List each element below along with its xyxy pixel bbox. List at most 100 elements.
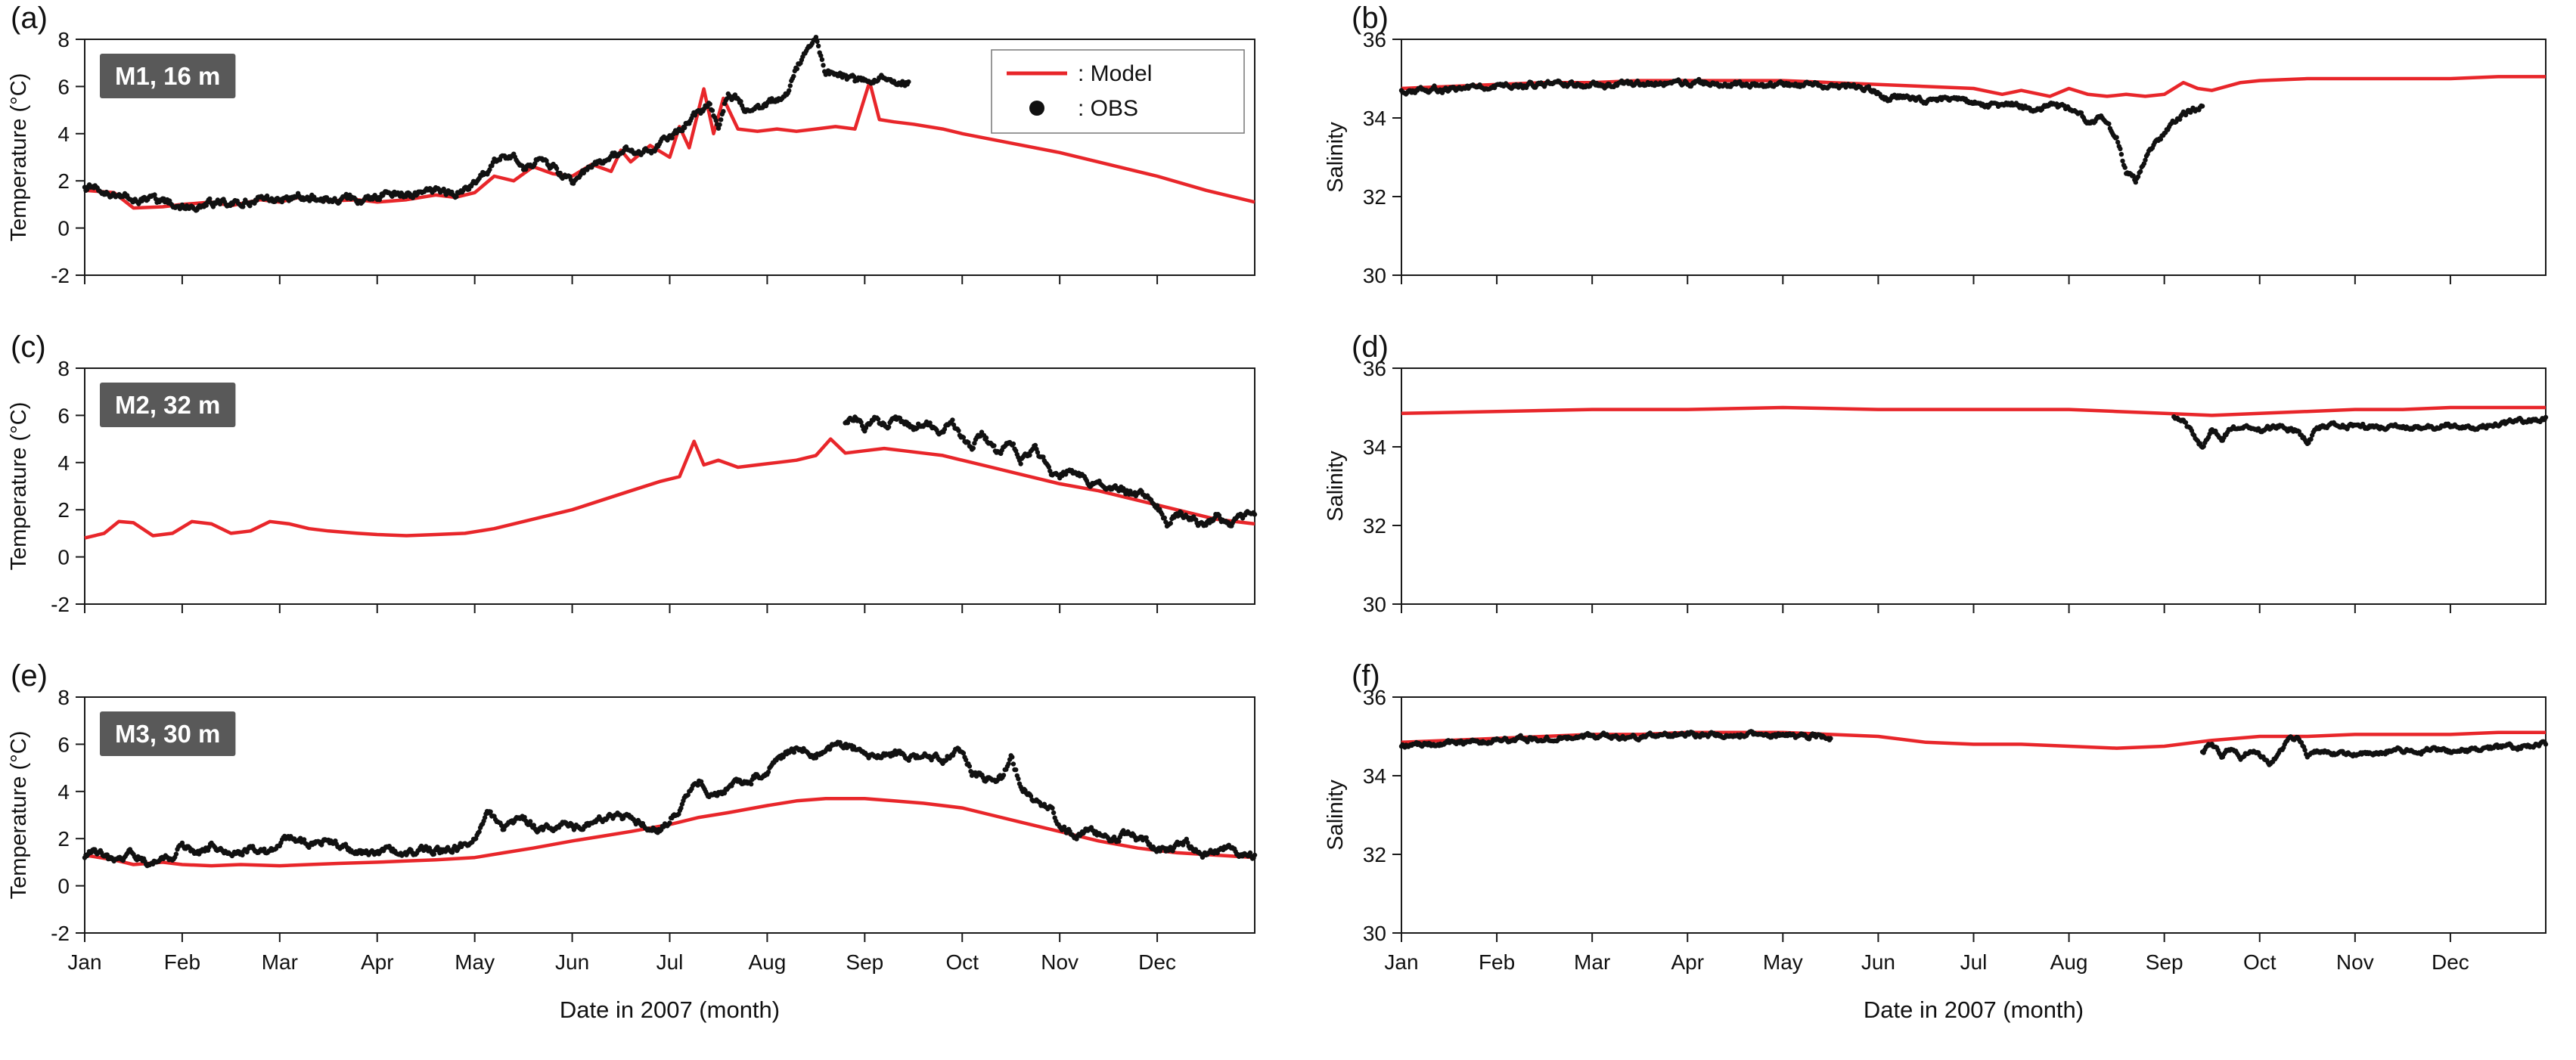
- panel-c: (c) -2 0 2 4 6 8 Temperature (°C) M2, 32 m: [0, 329, 1288, 658]
- x-tick-label: Mar: [1574, 950, 1610, 974]
- x-tick-label: Sep: [2146, 950, 2183, 974]
- y-tick-label: 4: [57, 780, 70, 804]
- y-tick-label: 32: [1363, 185, 1386, 209]
- model-line: [84, 796, 1255, 868]
- x-tick-label: Apr: [1671, 950, 1704, 974]
- y-tick-label: 30: [1363, 922, 1386, 945]
- y-axis-label: Temperature (°C): [7, 73, 31, 242]
- x-tick-label: Nov: [2336, 950, 2374, 974]
- panel-letter-a: (a): [11, 2, 48, 35]
- x-tick-label: May: [455, 950, 495, 974]
- y-tick-label: 0: [57, 217, 70, 240]
- x-axis-label: Date in 2007 (month): [1864, 996, 2084, 1023]
- panel-f-plot: 30 32 34 36 Jan Feb Mar Apr May Jun Jul Aug Sep Oct No…: [1288, 658, 2576, 1060]
- y-axis-label: Salinity: [1324, 780, 1348, 851]
- panel-a-plot: -2 0 2 4 6 8 Temperature (°C) M1, 16 m : Model : …: [0, 0, 1288, 329]
- y-tick-label: 6: [57, 404, 70, 427]
- x-tick-label: Apr: [361, 950, 394, 974]
- x-tick-label: Nov: [1041, 950, 1079, 974]
- obs-dots: [82, 739, 1258, 869]
- obs-dots: [1398, 729, 1833, 750]
- y-tick-label: 32: [1363, 843, 1386, 866]
- station-label-bg: [100, 383, 236, 427]
- x-axis-label: Date in 2007 (month): [560, 996, 780, 1023]
- panel-d: (d) 30 32 34 36 Salinity: [1288, 329, 2576, 658]
- y-tick-label: 30: [1363, 264, 1386, 287]
- panel-e-plot: -2 0 2 4 6 8 Jan Feb Mar Apr May Jun Jul Aug Sep Oct Nov…: [0, 658, 1288, 1060]
- obs-dots: [843, 414, 1258, 529]
- y-tick-label: 8: [57, 686, 70, 709]
- x-tick-label: Jan: [67, 950, 101, 974]
- y-tick-label: 36: [1363, 28, 1386, 51]
- y-tick-label: -2: [51, 922, 70, 945]
- panel-letter-c: (c): [11, 330, 46, 364]
- plot-box-c: [84, 367, 1255, 605]
- y-tick-label: 8: [57, 28, 70, 51]
- legend-model-label: : Model: [1078, 61, 1152, 86]
- y-tick-label: 36: [1363, 357, 1386, 380]
- station-label: M1, 16 m: [115, 62, 220, 90]
- y-axis-label: Temperature (°C): [7, 402, 31, 571]
- y-tick-label: 34: [1363, 107, 1386, 130]
- model-line: [84, 437, 1255, 540]
- x-tick-label: Jul: [656, 950, 684, 974]
- station-label: M2, 32 m: [115, 391, 220, 419]
- y-tick-label: 6: [57, 75, 70, 98]
- y-tick-label: -2: [51, 264, 70, 287]
- legend-box: [991, 49, 1245, 134]
- x-tick-label: Sep: [846, 950, 883, 974]
- x-tick-label: Dec: [2432, 950, 2469, 974]
- legend-obs-label: : OBS: [1078, 96, 1138, 121]
- x-tick-label: Jun: [1861, 950, 1895, 974]
- station-label-bg: [100, 54, 236, 98]
- x-tick-label: Aug: [749, 950, 787, 974]
- x-tick-label: Aug: [2050, 950, 2088, 974]
- panel-letter-d: (d): [1352, 330, 1389, 364]
- x-tick-label: Feb: [1479, 950, 1515, 974]
- y-tick-label: 2: [57, 169, 70, 193]
- y-tick-label: 4: [57, 451, 70, 475]
- x-tick-label: Mar: [262, 950, 298, 974]
- panel-letter-b: (b): [1352, 2, 1389, 35]
- obs-dots: [2199, 734, 2549, 767]
- plot-box-f: [1401, 696, 2547, 934]
- panel-e: (e) -2 0 2 4 6 8 Jan Feb Mar Apr May Jun Jul Aug Sep Oc…: [0, 658, 1288, 1060]
- y-tick-label: 4: [57, 122, 70, 146]
- x-tick-label: Jun: [555, 950, 589, 974]
- x-tick-label: Oct: [945, 950, 979, 974]
- x-tick-label: Dec: [1138, 950, 1176, 974]
- station-label-bg: [100, 711, 236, 756]
- x-tick-label: Jul: [1960, 950, 1988, 974]
- x-tick-label: Jan: [1384, 950, 1418, 974]
- y-tick-label: 8: [57, 357, 70, 380]
- y-tick-label: 32: [1363, 514, 1386, 538]
- x-tick-label: Feb: [164, 950, 200, 974]
- y-tick-label: 30: [1363, 593, 1386, 616]
- panel-b-plot: 30 32 34 36 Salinity: [1288, 0, 2576, 329]
- legend-obs-swatch: [1029, 101, 1044, 116]
- y-tick-label: 0: [57, 875, 70, 898]
- obs-dots: [1398, 76, 2205, 185]
- obs-dots: [82, 35, 911, 213]
- y-tick-label: 2: [57, 498, 70, 522]
- y-axis-label: Temperature (°C): [7, 731, 31, 900]
- y-tick-label: -2: [51, 593, 70, 616]
- y-tick-label: 0: [57, 546, 70, 569]
- x-tick-label: Oct: [2243, 950, 2277, 974]
- plot-box-e: [84, 696, 1255, 934]
- x-tick-label: May: [1763, 950, 1803, 974]
- panel-letter-f: (f): [1352, 659, 1380, 693]
- y-tick-label: 2: [57, 827, 70, 851]
- plot-box-d: [1401, 367, 2547, 605]
- y-tick-label: 34: [1363, 764, 1386, 788]
- panel-d-plot: 30 32 34 36 Salinity: [1288, 329, 2576, 658]
- panel-letter-e: (e): [11, 659, 48, 693]
- y-tick-label: 6: [57, 733, 70, 756]
- station-label: M3, 30 m: [115, 720, 220, 748]
- y-axis-label: Salinity: [1324, 122, 1348, 193]
- panel-f: (f) 30 32 34 36 Jan Feb Mar Apr May Jun Jul Aug Sep O…: [1288, 658, 2576, 1060]
- y-tick-label: 36: [1363, 686, 1386, 709]
- plot-box-b: [1401, 39, 2547, 276]
- model-line: [1401, 405, 2546, 417]
- panel-b: (b) 30 32 34 36 Salinity: [1288, 0, 2576, 329]
